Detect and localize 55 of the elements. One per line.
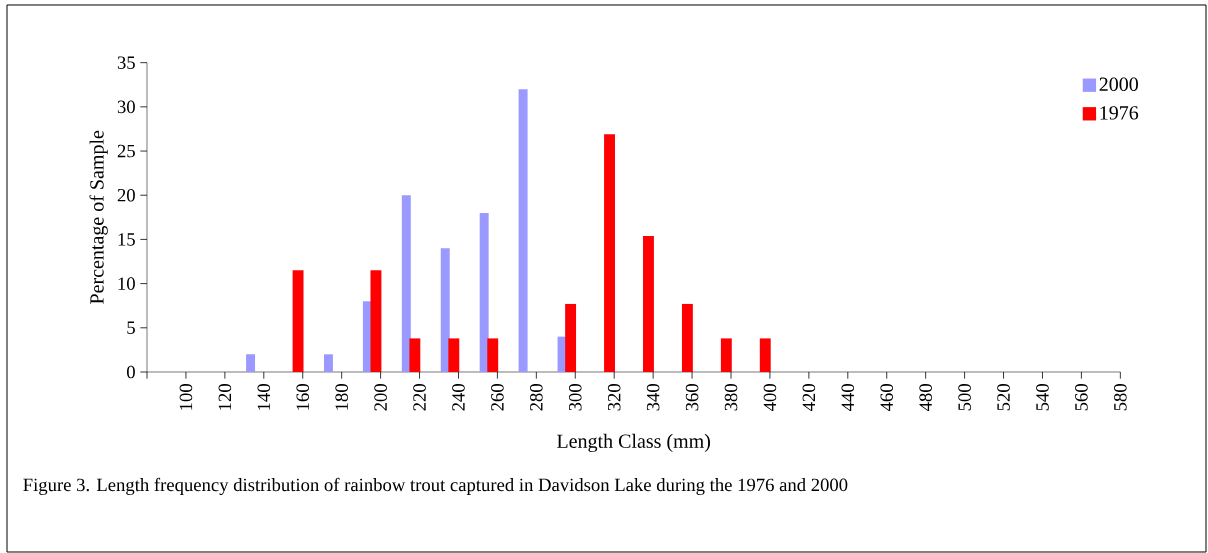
x-tick-label: 240 (452, 384, 465, 411)
x-tick-label: 120 (218, 384, 232, 410)
bar (448, 338, 460, 372)
bar (720, 338, 732, 372)
x-tick-label: 180 (335, 384, 348, 410)
x-tick-label: 380 (724, 384, 738, 411)
y-axis-title: Percentage of Sample (89, 130, 108, 304)
x-tick-label: 260 (491, 384, 504, 411)
x-tick-label: 300 (568, 384, 582, 411)
x-tick-label: 360 (685, 384, 699, 411)
bar (370, 270, 382, 372)
x-tick-label: 200 (374, 384, 387, 411)
y-tick-label: 0 (127, 365, 135, 379)
bar (681, 303, 693, 372)
x-tick-label: 500 (958, 384, 971, 411)
bar (604, 134, 615, 372)
x-tick-label: 520 (997, 384, 1010, 411)
x-tick-label: 580 (1114, 384, 1127, 411)
x-tick-label: 400 (763, 384, 777, 412)
x-axis-title: Length Class (mm) (557, 433, 710, 453)
legend-label: 2000 (1099, 77, 1138, 92)
bar (518, 89, 528, 372)
x-tick-label: 220 (413, 384, 426, 411)
bar (643, 235, 654, 372)
bar (292, 270, 304, 372)
y-tick-label: 20 (117, 188, 135, 202)
y-tick-label: 35 (117, 56, 135, 69)
x-tick-label: 320 (607, 384, 621, 411)
caption: Figure 3. Length frequency distribution of rainbow trout captured in Davidson Lake during the 1976 and 2000 (23, 477, 848, 496)
bar (759, 338, 771, 372)
bar (401, 195, 411, 372)
x-tick-label: 140 (257, 384, 271, 410)
x-tick-label: 460 (880, 384, 894, 412)
y-tick-label: 5 (127, 321, 135, 335)
y-tick-label: 15 (118, 233, 135, 246)
bar (440, 248, 450, 372)
bar (487, 338, 499, 372)
x-tick-label: 160 (296, 384, 310, 410)
x-tick-label: 480 (919, 384, 932, 412)
x-tick-label: 560 (1075, 384, 1088, 411)
legend-label: 1976 (1100, 106, 1139, 120)
bar (565, 303, 577, 372)
x-tick-label: 440 (841, 384, 855, 412)
y-tick-label: 25 (117, 144, 135, 158)
x-tick-label: 280 (530, 384, 543, 411)
y-tick-label: 30 (117, 100, 135, 114)
y-tick-label: 10 (118, 277, 135, 290)
bar (409, 338, 421, 372)
x-tick-label: 420 (802, 384, 816, 412)
bar (246, 354, 256, 372)
x-tick-label: 340 (646, 384, 660, 411)
bar (479, 212, 489, 372)
x-tick-label: 100 (179, 384, 193, 410)
bar (323, 354, 333, 372)
x-tick-label: 540 (1036, 384, 1049, 411)
